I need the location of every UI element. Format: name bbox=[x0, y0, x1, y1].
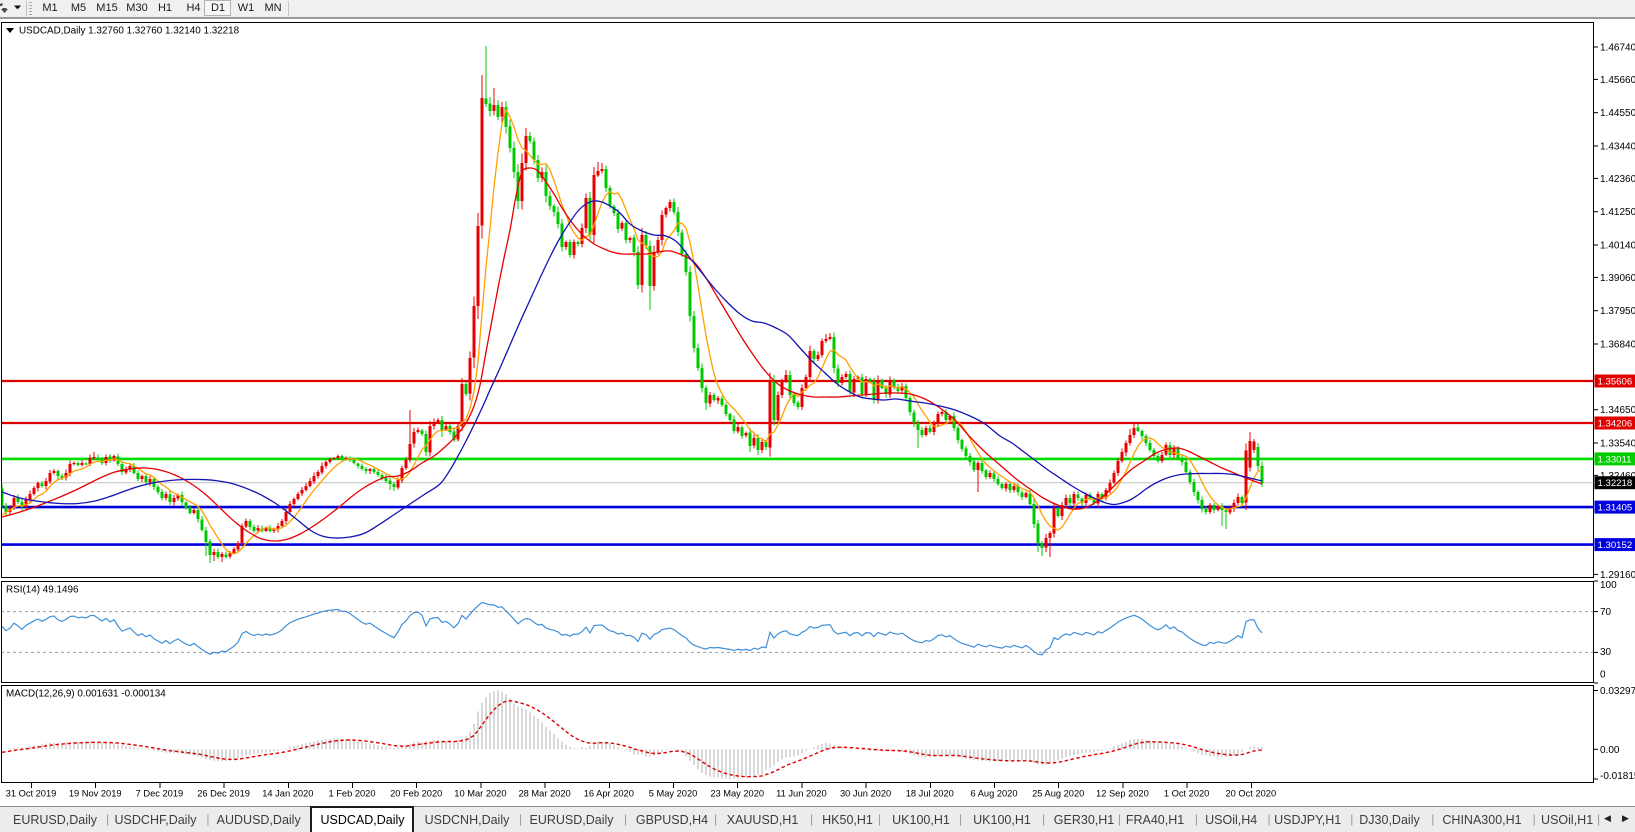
svg-text:10 Mar 2020: 10 Mar 2020 bbox=[454, 789, 506, 799]
svg-text:20 Feb 2020: 20 Feb 2020 bbox=[390, 789, 442, 799]
svg-text:7 Dec 2019: 7 Dec 2019 bbox=[136, 789, 184, 799]
svg-text:12 Sep 2020: 12 Sep 2020 bbox=[1096, 789, 1149, 799]
svg-text:30 Jun 2020: 30 Jun 2020 bbox=[840, 789, 891, 799]
svg-text:26 Dec 2019: 26 Dec 2019 bbox=[197, 789, 250, 799]
svg-text:USDCAD,Daily 1.32760 1.32760: USDCAD,Daily 1.32760 1.32760 1.32140 1.3… bbox=[19, 26, 240, 37]
svg-text:25 Aug 2020: 25 Aug 2020 bbox=[1032, 789, 1084, 799]
svg-text:1.42360: 1.42360 bbox=[1600, 174, 1635, 185]
svg-text:14 Jan 2020: 14 Jan 2020 bbox=[262, 789, 313, 799]
svg-text:19 Nov 2019: 19 Nov 2019 bbox=[69, 789, 122, 799]
svg-text:1.43440: 1.43440 bbox=[1600, 142, 1635, 153]
svg-text:31 Oct 2019: 31 Oct 2019 bbox=[6, 789, 57, 799]
svg-text:1.33540: 1.33540 bbox=[1600, 439, 1635, 450]
svg-text:1.30152: 1.30152 bbox=[1598, 540, 1633, 551]
svg-text:1.44550: 1.44550 bbox=[1600, 108, 1635, 119]
svg-text:1.29160: 1.29160 bbox=[1600, 570, 1635, 581]
svg-text:1.34206: 1.34206 bbox=[1598, 419, 1633, 430]
svg-text:1.31405: 1.31405 bbox=[1598, 503, 1633, 514]
svg-text:100: 100 bbox=[1600, 580, 1617, 591]
svg-text:1.32218: 1.32218 bbox=[1598, 478, 1633, 489]
svg-text:0.032972: 0.032972 bbox=[1600, 686, 1635, 697]
svg-text:0: 0 bbox=[1600, 670, 1606, 681]
svg-text:70: 70 bbox=[1600, 607, 1612, 618]
svg-text:1.39060: 1.39060 bbox=[1600, 273, 1635, 284]
svg-text:1.36840: 1.36840 bbox=[1600, 340, 1635, 351]
svg-text:1 Feb 2020: 1 Feb 2020 bbox=[328, 789, 375, 799]
svg-text:20 Oct 2020: 20 Oct 2020 bbox=[1225, 789, 1276, 799]
svg-text:1.45660: 1.45660 bbox=[1600, 75, 1635, 86]
svg-text:1.34650: 1.34650 bbox=[1600, 405, 1635, 416]
svg-text:1.40140: 1.40140 bbox=[1600, 241, 1635, 252]
svg-text:1.41250: 1.41250 bbox=[1600, 207, 1635, 218]
svg-text:1.35606: 1.35606 bbox=[1598, 377, 1633, 388]
svg-text:30: 30 bbox=[1600, 647, 1612, 658]
svg-text:11 Jun 2020: 11 Jun 2020 bbox=[776, 789, 827, 799]
svg-text:6 Aug 2020: 6 Aug 2020 bbox=[970, 789, 1017, 799]
svg-text:1.33011: 1.33011 bbox=[1598, 454, 1632, 465]
svg-text:1.46740: 1.46740 bbox=[1600, 43, 1635, 54]
svg-text:-0.018154: -0.018154 bbox=[1600, 771, 1635, 782]
svg-text:5 May 2020: 5 May 2020 bbox=[649, 789, 698, 799]
svg-text:18 Jul 2020: 18 Jul 2020 bbox=[906, 789, 954, 799]
svg-text:MACD(12,26,9) 0.001631 -0.0001: MACD(12,26,9) 0.001631 -0.000134 bbox=[6, 689, 166, 700]
svg-text:1 Oct 2020: 1 Oct 2020 bbox=[1164, 789, 1209, 799]
svg-text:RSI(14) 49.1496: RSI(14) 49.1496 bbox=[6, 585, 79, 596]
svg-text:0.00: 0.00 bbox=[1600, 745, 1620, 756]
svg-text:1.37950: 1.37950 bbox=[1600, 306, 1635, 317]
svg-text:28 Mar 2020: 28 Mar 2020 bbox=[518, 789, 570, 799]
svg-text:16 Apr 2020: 16 Apr 2020 bbox=[584, 789, 634, 799]
svg-text:23 May 2020: 23 May 2020 bbox=[710, 789, 764, 799]
